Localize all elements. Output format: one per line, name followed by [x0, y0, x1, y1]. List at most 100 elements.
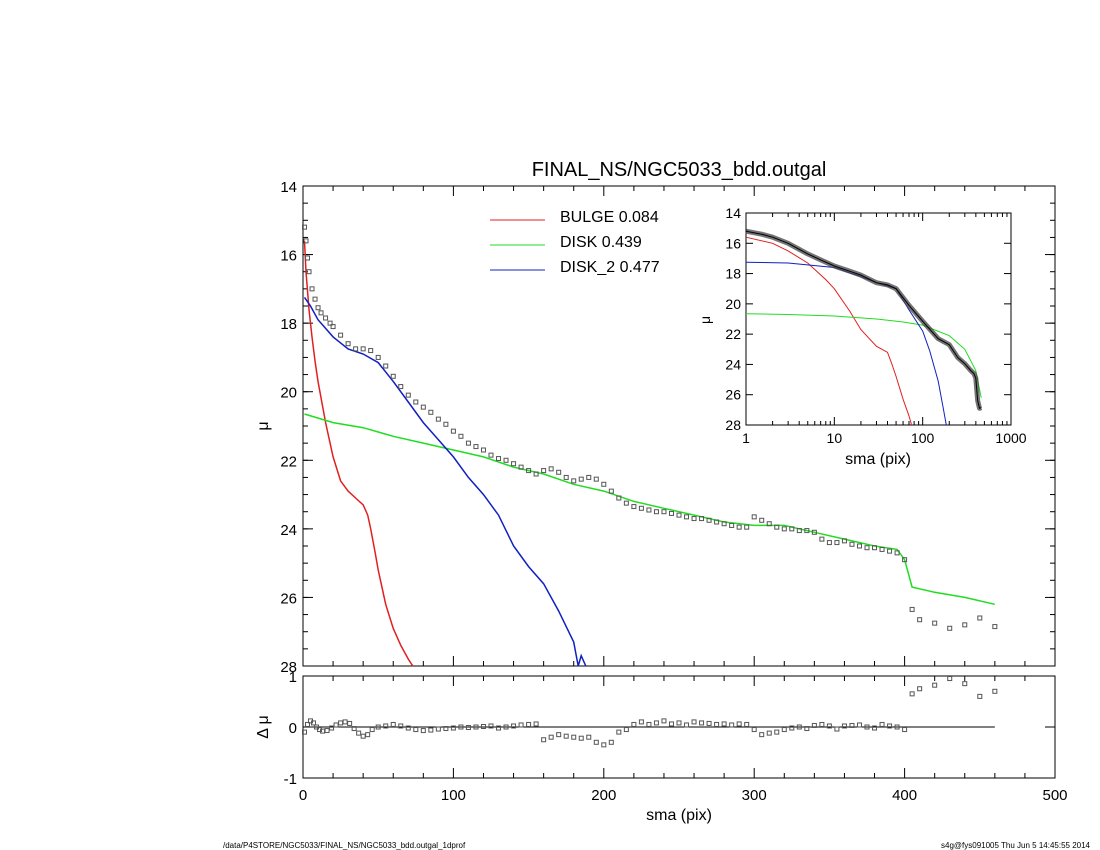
- main-data-point: [327, 320, 333, 326]
- residual-data-point: [518, 722, 524, 728]
- main-data-point: [306, 269, 312, 275]
- residual-data-point: [796, 724, 802, 730]
- residual-data-point: [638, 719, 644, 725]
- residual-data-point: [804, 726, 810, 732]
- main-data-point: [616, 495, 622, 501]
- residual-data-point: [563, 733, 569, 739]
- main-data-point: [435, 416, 441, 422]
- residual-data-point: [992, 688, 998, 694]
- residual-data-point: [668, 721, 674, 727]
- main-data-point: [759, 517, 765, 523]
- residual-data-point: [526, 721, 532, 727]
- residual-data-point: [684, 722, 690, 728]
- residual-data-point: [347, 720, 353, 726]
- inset-series-disk-line: [745, 313, 982, 398]
- residual-data-point: [480, 723, 486, 729]
- main-data-point: [458, 433, 464, 439]
- main-data-point: [962, 622, 968, 628]
- residual-y-axis-label: Δ μ: [255, 715, 272, 738]
- main-data-point: [887, 548, 893, 554]
- main-data-point: [368, 348, 374, 354]
- residual-data-point: [541, 737, 547, 743]
- main-series-disk2-line: [303, 296, 587, 667]
- x-tick-label: 100: [441, 787, 466, 804]
- residual-data-point: [586, 734, 592, 740]
- main-data-point: [826, 540, 832, 546]
- residual-data-point: [887, 723, 893, 729]
- main-data-point: [548, 466, 554, 472]
- main-data-point: [879, 546, 885, 552]
- main-data-point: [894, 550, 900, 556]
- residual-data-point: [365, 732, 371, 738]
- main-data-point: [488, 452, 494, 458]
- inset-y-tick-label: 26: [725, 387, 741, 403]
- main-data-point: [902, 557, 908, 563]
- residual-data-point: [977, 693, 983, 699]
- main-data-point: [383, 363, 389, 369]
- residual-y-tick-label: 0: [289, 720, 297, 737]
- residual-series-group: [302, 676, 998, 748]
- residual-data-point: [428, 727, 434, 733]
- x-tick-label: 300: [742, 787, 767, 804]
- residual-data-point: [342, 719, 348, 725]
- residual-data-point: [435, 726, 441, 732]
- inset-x-tick-label: 10: [827, 430, 843, 446]
- residual-data-point: [781, 727, 787, 733]
- main-y-tick-label: 24: [280, 522, 297, 539]
- main-data-point: [511, 461, 517, 467]
- residual-data-point: [533, 721, 539, 727]
- residual-data-point: [383, 723, 389, 729]
- residual-data-point: [375, 724, 381, 730]
- residual-data-point: [465, 725, 471, 731]
- inset-data-line: [745, 230, 982, 409]
- residual-data-point: [450, 725, 456, 731]
- residual-data-point: [356, 730, 362, 736]
- main-data-point: [684, 514, 690, 520]
- main-series-disk-line: [304, 413, 995, 606]
- main-data-point: [932, 620, 938, 626]
- residual-data-point: [413, 727, 419, 733]
- main-data-point: [309, 286, 315, 292]
- residual-data-point: [962, 681, 968, 687]
- main-data-point: [586, 474, 592, 480]
- footer-path: /data/P4STORE/NGC5033/FINAL_NS/NGC5033_b…: [223, 841, 466, 850]
- main-data-point: [729, 522, 735, 528]
- main-data-point: [796, 528, 802, 534]
- residual-data-point: [314, 724, 320, 730]
- main-series-group: [302, 224, 998, 667]
- residual-data-point: [744, 721, 750, 727]
- residual-data-point: [894, 724, 900, 730]
- x-tick-label: 0: [299, 787, 307, 804]
- main-data-point: [872, 545, 878, 551]
- main-data-point: [789, 526, 795, 532]
- inset-y-tick-label: 22: [725, 326, 741, 342]
- residual-data-point: [917, 686, 923, 692]
- inset-x-tick-label: 1: [742, 430, 750, 446]
- residual-data-point: [909, 691, 915, 697]
- residual-data-point: [864, 724, 870, 730]
- inset-x-tick-label: 100: [911, 430, 935, 446]
- main-series-bulge-line: [303, 240, 414, 667]
- legend: BULGE 0.084 DISK 0.439 DISK_2 0.477: [490, 209, 660, 276]
- residual-data-point: [571, 734, 577, 740]
- residual-data-point: [631, 721, 637, 727]
- inset-series-bulge-line: [745, 236, 913, 426]
- main-data-point: [947, 625, 953, 631]
- residual-data-point: [503, 724, 509, 730]
- residual-data-point: [932, 682, 938, 688]
- residual-data-point: [511, 723, 517, 729]
- main-data-point: [721, 521, 727, 527]
- main-data-point: [623, 500, 629, 506]
- residual-data-point: [390, 721, 396, 727]
- main-data-point: [420, 404, 426, 410]
- residual-data-point: [473, 724, 479, 730]
- main-data-point: [443, 421, 449, 427]
- main-data-point: [315, 305, 321, 311]
- main-data-point: [450, 428, 456, 434]
- inset-y-tick-label: 20: [725, 296, 741, 312]
- main-data-point: [303, 238, 309, 244]
- residual-data-point: [420, 728, 426, 734]
- main-data-point: [518, 464, 524, 470]
- residual-data-point: [826, 723, 832, 729]
- main-data-point: [774, 524, 780, 530]
